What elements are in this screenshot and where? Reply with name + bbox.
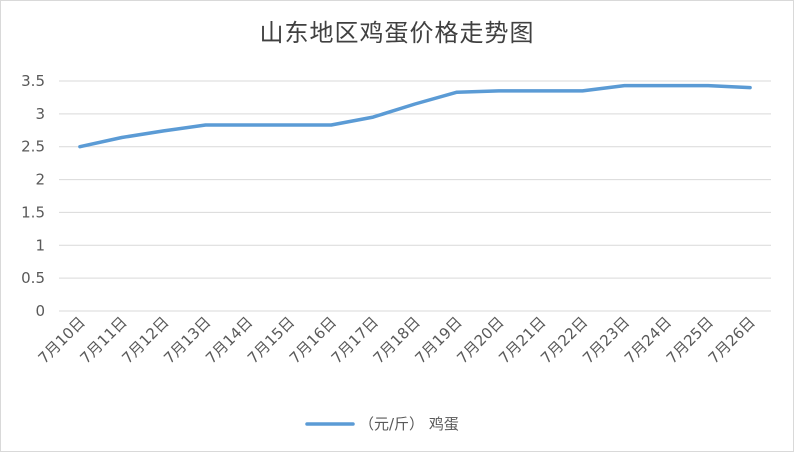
y-tick-label: 2 [35, 171, 45, 189]
y-tick-label: 3.5 [21, 72, 45, 90]
y-tick-label: 1 [35, 236, 45, 254]
x-tick-label: 7月26日 [705, 313, 759, 367]
chart-title: 山东地区鸡蛋价格走势图 [259, 19, 535, 47]
y-tick-label: 2.5 [21, 138, 45, 156]
legend-label: （元/斤） 鸡蛋 [359, 415, 459, 433]
y-tick-label: 3 [35, 105, 45, 123]
y-tick-label: 0.5 [21, 269, 45, 287]
y-tick-label: 1.5 [21, 203, 45, 221]
y-tick-label: 0 [35, 302, 45, 320]
series-line-0 [78, 83, 752, 149]
